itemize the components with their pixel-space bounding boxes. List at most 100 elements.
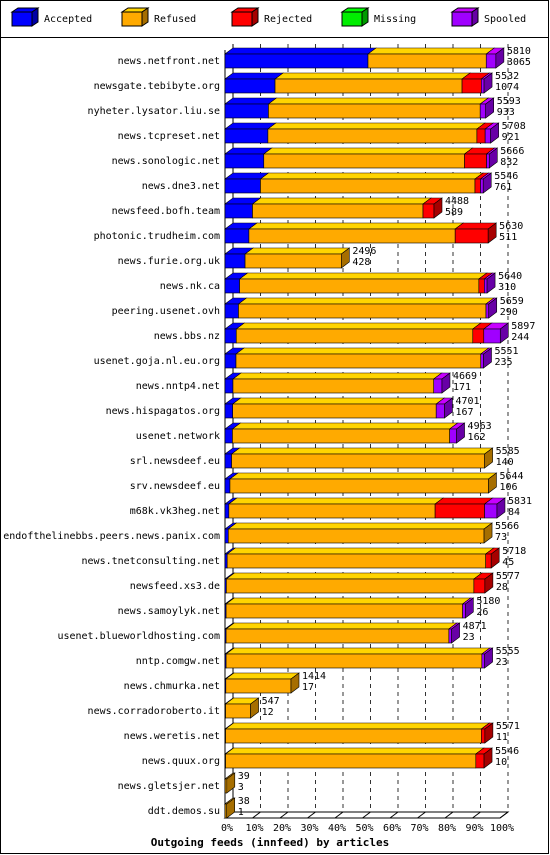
bar-top (266, 122, 486, 130)
row-label: news.hispagatos.org (106, 406, 220, 417)
bar-segment (224, 528, 229, 544)
row-label: m68k.vk3heg.net (130, 506, 220, 517)
bar-side (488, 297, 498, 319)
accepted-label: 921 (502, 132, 520, 143)
row-label: photonic.trudheim.com (94, 231, 220, 242)
accepted-label: 11 (496, 732, 508, 743)
bar-segment (367, 53, 487, 69)
total-label: 5897 (511, 321, 535, 332)
row-label: news.nntp4.net (136, 381, 220, 392)
bar-segment (226, 553, 486, 569)
bar-top (224, 97, 278, 105)
bar-segment (480, 78, 485, 94)
total-label: 5659 (500, 296, 524, 307)
x-tick-label: 100% (490, 823, 514, 834)
bar-segment (224, 378, 234, 394)
accepted-label: 28 (496, 582, 508, 593)
total-label: 5551 (495, 346, 519, 357)
bar-segment (224, 453, 232, 469)
accepted-label: 3 (238, 782, 244, 793)
bar-top (224, 122, 277, 130)
bar-segment (224, 203, 253, 219)
bar-side (250, 697, 259, 719)
bar-top (224, 672, 300, 680)
legend-swatch (121, 11, 143, 27)
row-label: srv.newsdeef.eu (130, 481, 220, 492)
bar-segment (454, 228, 489, 244)
bar-top (274, 72, 471, 80)
bar-top (367, 47, 496, 55)
accepted-label: 290 (500, 307, 518, 318)
bar-segment (248, 228, 456, 244)
bar-segment (244, 253, 342, 269)
bar-side (490, 547, 500, 569)
bar-segment (462, 603, 466, 619)
bar-segment (449, 428, 457, 444)
bar-side (484, 722, 494, 744)
bar-segment (232, 378, 435, 394)
legend-swatch (341, 11, 363, 27)
tick-mark (417, 811, 426, 819)
total-label: 547 (262, 696, 280, 707)
row-label: newsfeed.xs3.de (130, 581, 220, 592)
bar-top (229, 472, 498, 480)
bar-segment (224, 403, 233, 419)
bar-segment (226, 578, 475, 594)
bar-side (484, 572, 494, 594)
accepted-label: 12 (262, 707, 274, 718)
accepted-label: 761 (494, 182, 512, 193)
bar-side (465, 597, 474, 619)
x-tick-label: 80% (438, 823, 456, 834)
total-label: 2496 (352, 246, 376, 257)
row-label: news.sonologic.net (112, 156, 220, 167)
accepted-label: 3065 (507, 57, 531, 68)
bar-top (225, 647, 491, 655)
bar-segment (485, 553, 492, 569)
bar-segment (480, 728, 486, 744)
legend-swatch (11, 11, 33, 27)
total-label: 5666 (500, 146, 524, 157)
accepted-label: 73 (495, 532, 507, 543)
total-label: 5546 (494, 171, 518, 182)
row-label: usenet.goja.nl.eu.org (94, 356, 220, 367)
accepted-label: 832 (500, 157, 518, 168)
legend-label: Accepted (44, 14, 92, 25)
total-label: 39 (238, 771, 250, 782)
bar-side (433, 197, 443, 219)
accepted-label: 511 (499, 232, 517, 243)
bar-segment (433, 378, 443, 394)
bar-segment (481, 653, 485, 669)
tick-mark (499, 811, 509, 819)
bar-segment (263, 153, 465, 169)
legend-label: Spooled (484, 14, 526, 25)
row-label: news.corradoroberto.it (88, 706, 220, 717)
bar-top (235, 322, 482, 330)
bar-segment (479, 103, 487, 119)
total-label: 4701 (455, 396, 479, 407)
row-label: news.furie.org.uk (118, 256, 220, 267)
legend-swatch (231, 11, 253, 27)
x-tick-label: 30% (300, 823, 318, 834)
x-tick-label: 40% (328, 823, 346, 834)
bar-segment (228, 503, 436, 519)
accepted-label: 589 (445, 207, 463, 218)
bar-side (444, 397, 453, 419)
total-label: 5640 (498, 271, 522, 282)
bar-top (231, 397, 446, 405)
bar-top (244, 247, 351, 255)
row-label: srl.newsdeef.eu (130, 456, 220, 467)
bar-segment (473, 578, 486, 594)
bar-segment (235, 328, 474, 344)
total-label: 5566 (495, 521, 519, 532)
tick-mark (472, 811, 481, 819)
bar-top (225, 622, 458, 630)
bar-side (483, 522, 493, 544)
x-tick-label: 0% (221, 823, 233, 834)
total-label: 38 (238, 796, 250, 807)
x-tick-label: 90% (465, 823, 483, 834)
bar-segment (260, 178, 476, 194)
bar-top (227, 522, 493, 530)
bar-segment (434, 503, 485, 519)
bar-segment (225, 703, 251, 719)
bar-top (259, 172, 484, 180)
